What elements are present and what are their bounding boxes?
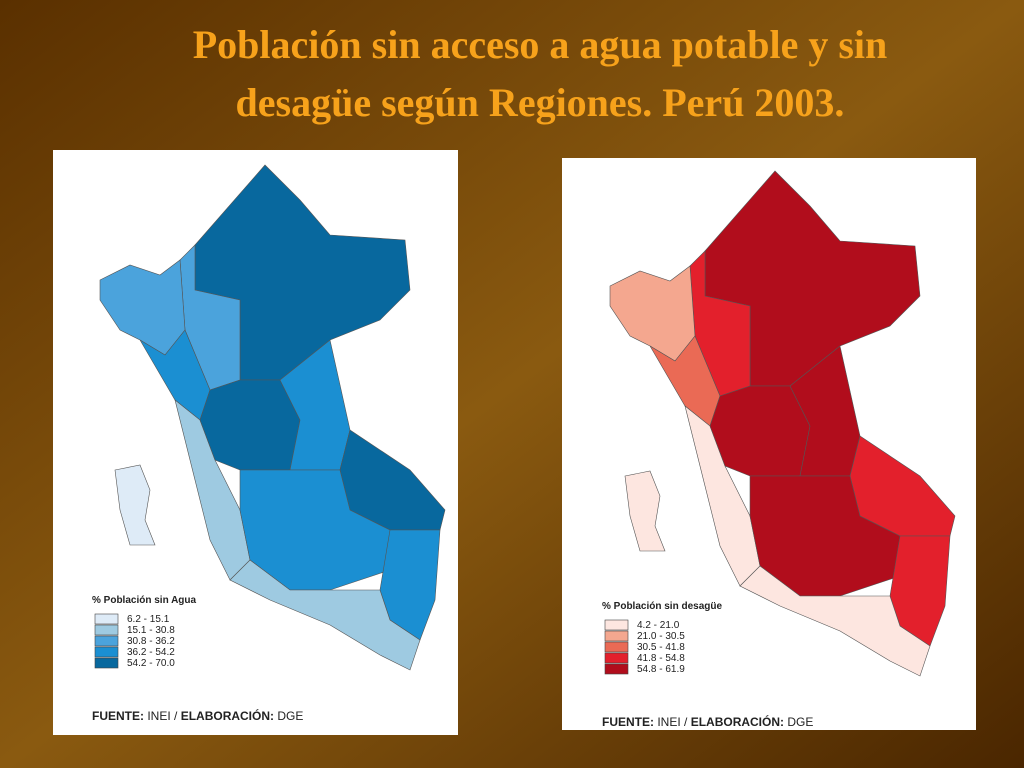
legend-label: 54.8 - 61.9 xyxy=(637,664,685,675)
source-part: DGE xyxy=(787,715,813,729)
legend-label: 30.8 - 36.2 xyxy=(127,636,175,647)
region xyxy=(229,559,421,671)
legend-label: 41.8 - 54.8 xyxy=(637,653,685,664)
source-part: ELABORACIÓN: xyxy=(691,714,788,729)
map: % Población sin Agua 6.2 - 15.115.1 - 30.… xyxy=(92,164,446,723)
legend-label: 15.1 - 30.8 xyxy=(127,625,175,636)
legend-label: 54.2 - 70.0 xyxy=(127,658,175,669)
slide-title-line2: desagüe según Regiones. Perú 2003. xyxy=(236,80,845,125)
legend-swatch xyxy=(94,613,119,625)
legend-swatch xyxy=(94,646,119,658)
source-part: INEI / xyxy=(147,709,180,723)
source-part: FUENTE: xyxy=(602,715,657,729)
source-note: FUENTE: INEI / ELABORACIÓN: DGE xyxy=(92,708,303,723)
legend-swatch xyxy=(604,619,629,631)
source-part: DGE xyxy=(277,709,303,723)
region xyxy=(739,565,931,677)
legend-swatch xyxy=(604,630,629,642)
legend-title: % Población sin Agua xyxy=(92,595,197,606)
region xyxy=(114,464,156,546)
legend-swatch xyxy=(604,663,629,675)
source-part: FUENTE: xyxy=(92,709,147,723)
legend-swatch xyxy=(94,657,119,669)
legend-label: 4.2 - 21.0 xyxy=(637,620,680,631)
legend-label: 6.2 - 15.1 xyxy=(127,614,170,625)
map: % Población sin desagüe 4.2 - 21.021.0 - … xyxy=(602,170,956,729)
legend-swatch xyxy=(94,635,119,647)
region xyxy=(199,379,301,471)
legend-label: 30.5 - 41.8 xyxy=(637,642,685,653)
source-part: ELABORACIÓN: xyxy=(181,708,278,723)
legend-swatch xyxy=(94,624,119,636)
slide-title: Población sin acceso a agua potable y si… xyxy=(193,22,888,67)
region xyxy=(624,470,666,552)
legend-swatch xyxy=(604,652,629,664)
source-part: INEI / xyxy=(657,715,690,729)
region xyxy=(709,385,811,477)
legend-swatch xyxy=(604,641,629,653)
legend-label: 36.2 - 54.2 xyxy=(127,647,175,658)
legend-title: % Población sin desagüe xyxy=(602,601,722,612)
legend-label: 21.0 - 30.5 xyxy=(637,631,685,642)
source-note: FUENTE: INEI / ELABORACIÓN: DGE xyxy=(602,714,813,729)
